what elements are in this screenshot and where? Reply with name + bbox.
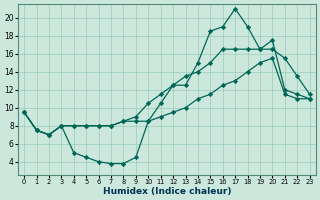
- X-axis label: Humidex (Indice chaleur): Humidex (Indice chaleur): [103, 187, 231, 196]
